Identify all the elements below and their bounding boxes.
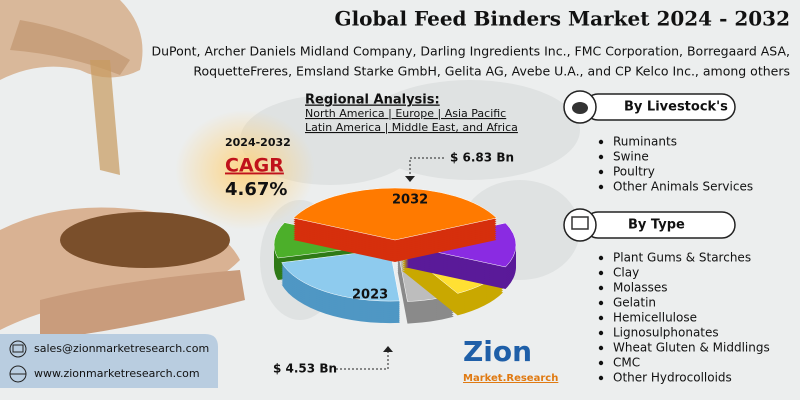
bullet — [598, 154, 604, 160]
value-2023: $ 4.53 Bn — [273, 362, 337, 376]
companies-line: DuPont, Archer Daniels Midland Company, … — [151, 44, 790, 59]
regional-heading: Regional Analysis: — [305, 93, 440, 108]
bullet — [598, 360, 604, 366]
bullet — [598, 285, 604, 291]
list-item: Hemicellulose — [613, 311, 697, 325]
email: sales@zionmarketresearch.com — [34, 342, 209, 355]
pointer-arrow — [383, 346, 393, 352]
bullet — [598, 345, 604, 351]
livestock-panel: By Livestock's — [563, 90, 736, 124]
value-2032: $ 6.83 Bn — [450, 151, 514, 165]
year-2032: 2032 — [392, 193, 428, 208]
pie-slice — [292, 187, 498, 241]
type-heading: By Type — [628, 218, 685, 233]
bullet — [598, 184, 604, 190]
livestock-heading: By Livestock's — [624, 100, 728, 115]
year-2023: 2023 — [352, 288, 388, 303]
title: Global Feed Binders Market 2024 - 2032 — [334, 7, 790, 31]
list-item: Gelatin — [613, 296, 656, 310]
bullet — [598, 315, 604, 321]
companies-line: RoquetteFreres, Emsland Starke GmbH, Gel… — [193, 64, 790, 79]
bullet — [598, 300, 604, 306]
logo-name: Zion — [463, 335, 532, 368]
cagr-period: 2024-2032 — [225, 136, 291, 149]
list-item: CMC — [613, 356, 640, 370]
cagr-label: CAGR — [225, 155, 284, 177]
pie-slice — [281, 248, 400, 302]
pointer-arrow — [405, 176, 415, 182]
bullet — [598, 330, 604, 336]
bullet — [598, 270, 604, 276]
list-item: Clay — [613, 266, 639, 280]
hands-image — [0, 0, 315, 340]
bullet — [598, 375, 604, 381]
list-item: Swine — [613, 150, 649, 164]
type-panel: By Type — [563, 208, 736, 242]
list-item: Ruminants — [613, 135, 677, 149]
list-item: Molasses — [613, 281, 668, 295]
list-item: Wheat Gluten & Middlings — [613, 341, 770, 355]
list-item: Other Animals Services — [613, 180, 753, 194]
list-item: Plant Gums & Starches — [613, 251, 751, 265]
website: www.zionmarketresearch.com — [34, 367, 200, 380]
contact-panel: sales@zionmarketresearch.com www.zionmar… — [0, 334, 218, 388]
bullet — [598, 169, 604, 175]
type-list: Plant Gums & StarchesClayMolassesGelatin… — [598, 251, 770, 385]
list-item: Lignosulphonates — [613, 326, 719, 340]
list-item: Other Hydrocolloids — [613, 371, 732, 385]
cagr-value: 4.67% — [225, 179, 287, 200]
regional-line: Latin America | Middle East, and Africa — [305, 121, 518, 134]
pie-3d — [273, 187, 517, 324]
bullet — [598, 139, 604, 145]
regional-line: North America | Europe | Asia Pacific — [305, 107, 506, 120]
list-item: Poultry — [613, 165, 655, 179]
logo-sub: Market.Research — [463, 373, 558, 384]
bullet — [598, 255, 604, 261]
